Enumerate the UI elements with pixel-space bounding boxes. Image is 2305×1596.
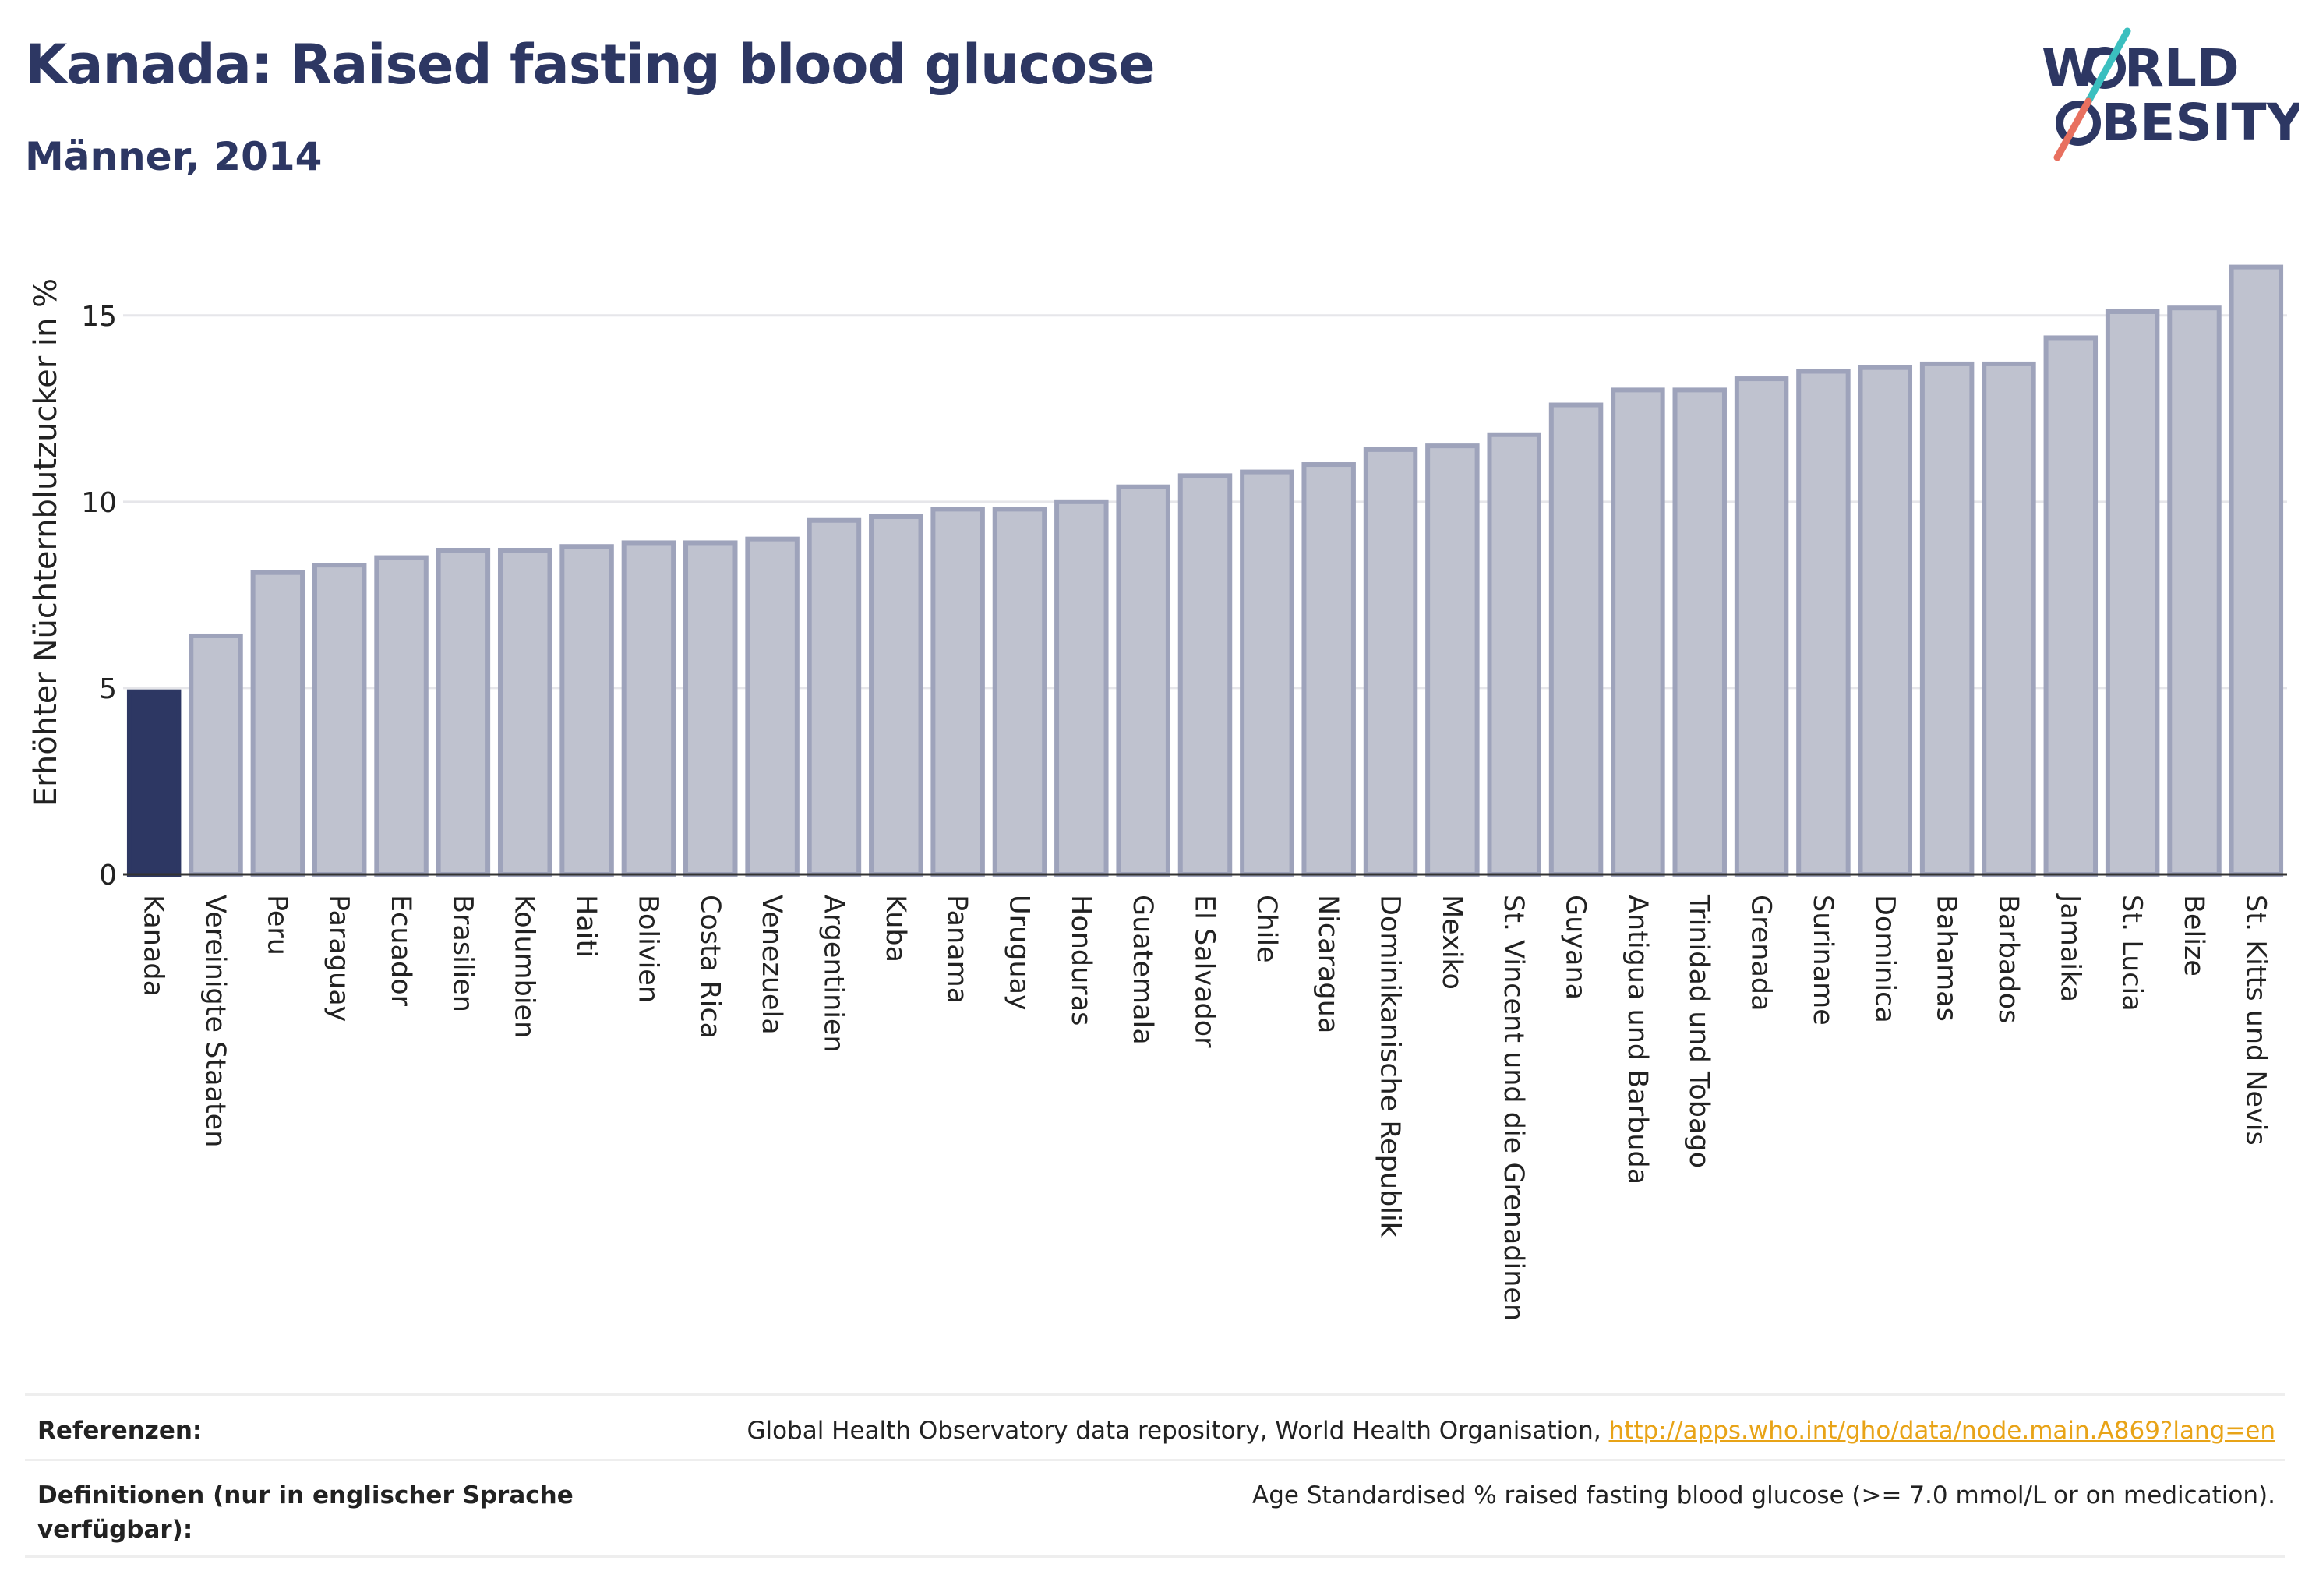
x-tick-label: El Salvador: [1189, 895, 1220, 1048]
x-tick-label: Mexiko: [1436, 895, 1467, 990]
x-tick-label: Dominikanische Republik: [1375, 895, 1406, 1238]
x-tick-label: Guatemala: [1127, 895, 1158, 1045]
bar-bolivien: [621, 540, 676, 877]
world-obesity-logo: W RLD BESITY: [2042, 27, 2299, 161]
footer-divider-bottom: [25, 1555, 2285, 1558]
x-tick-label: Uruguay: [1003, 895, 1034, 1011]
bar-suriname: [1796, 369, 1851, 877]
svg-text:RLD: RLD: [2124, 38, 2240, 98]
bar-paraguay: [312, 563, 367, 877]
bar-bahamas: [1919, 361, 1975, 877]
bar-guatemala: [1116, 484, 1170, 877]
bar-dominica: [1858, 365, 1913, 877]
chart-title: Kanada: Raised fasting blood glucose: [25, 33, 1156, 97]
references-link[interactable]: http://apps.who.int/gho/data/node.main.A…: [1608, 1417, 2275, 1445]
x-tick-label: Panama: [941, 895, 972, 1004]
bar-grenada: [1734, 376, 1789, 877]
bar-vereinigte-staaten: [189, 633, 243, 877]
x-tick-label: St. Lucia: [2116, 895, 2148, 1012]
x-tick-label: Costa Rica: [694, 895, 725, 1039]
bar-dominikanische-republik: [1363, 447, 1418, 877]
x-tick-label: Peru: [261, 895, 292, 955]
definitions-label: Definitionen (nur in englischer Sprache …: [37, 1481, 574, 1544]
bars: [126, 264, 2284, 877]
bar-honduras: [1054, 499, 1109, 877]
y-tick-label: 5: [99, 673, 117, 705]
bar-uruguay: [992, 507, 1047, 877]
x-tick-label: Barbados: [1993, 895, 2024, 1023]
y-tick-label: 15: [81, 301, 117, 333]
y-axis-label: Erhöhter Nüchternblutzucker in %: [28, 278, 64, 807]
bar-venezuela: [745, 536, 800, 877]
x-tick-label: Bahamas: [1931, 895, 1962, 1022]
bar-kuba: [869, 514, 923, 877]
footer-divider-top: [25, 1393, 2285, 1396]
x-tick-label: Honduras: [1065, 895, 1096, 1026]
x-tick-labels: Kanada Vereinigte Staaten Peru Paraguay Ecua…: [138, 893, 2271, 1321]
x-tick-label: Haiti: [570, 895, 602, 958]
svg-text:BESITY: BESITY: [2101, 93, 2299, 153]
bar-el-salvador: [1177, 473, 1233, 877]
x-tick-label: Kolumbien: [509, 895, 540, 1038]
bar-ecuador: [374, 555, 429, 877]
bar-nicaragua: [1301, 462, 1356, 877]
bar-kolumbien: [497, 548, 552, 877]
references-value: Global Health Observatory data repositor…: [747, 1414, 2275, 1448]
bar-peru: [250, 570, 305, 877]
bar-chile: [1240, 469, 1294, 877]
references-text: Global Health Observatory data repositor…: [747, 1417, 1609, 1445]
x-tick-label: Venezuela: [756, 895, 787, 1035]
x-tick-label: Ecuador: [385, 895, 416, 1007]
bar-st-lucia: [2105, 309, 2160, 877]
bar-st-vincent-und-die-grenadinen: [1487, 432, 1541, 877]
y-tick-label: 0: [99, 860, 117, 892]
x-tick-label: Argentinien: [817, 895, 849, 1053]
bar-costa-rica: [683, 540, 738, 877]
y-tick-labels: 0 5 10 15: [81, 301, 117, 892]
x-tick-label: Vereinigte Staaten: [199, 895, 231, 1147]
bar-antigua-und-barbuda: [1611, 387, 1665, 877]
footer-divider-middle: [25, 1459, 2285, 1461]
x-tick-label: Brasilien: [447, 895, 478, 1012]
x-tick-label: Trinidad und Tobago: [1683, 894, 1714, 1168]
y-tick-label: 10: [81, 487, 117, 519]
chart-subtitle: Männer, 2014: [25, 134, 323, 179]
x-tick-label: Grenada: [1746, 895, 1777, 1012]
references-label: Referenzen:: [37, 1417, 203, 1445]
x-tick-label: Nicaragua: [1312, 895, 1343, 1033]
x-tick-label: Suriname: [1807, 895, 1838, 1026]
bar-belize: [2167, 305, 2222, 877]
x-tick-label: St. Vincent und die Grenadinen: [1498, 895, 1529, 1321]
bar-chart: 0 5 10 15 Kanada Vereinigte Staaten Peru Parag…: [28, 264, 2287, 1321]
x-tick-label: St. Kitts und Nevis: [2240, 895, 2271, 1146]
x-tick-label: Dominica: [1869, 895, 1900, 1023]
x-tick-label: Kuba: [880, 895, 911, 962]
x-tick-label: Paraguay: [323, 895, 355, 1022]
definitions-value: Age Standardised % raised fasting blood …: [1252, 1481, 2275, 1509]
bar-guyana: [1548, 402, 1604, 877]
bar-panama: [930, 507, 985, 877]
x-tick-label: Jamaika: [2054, 893, 2085, 1002]
bar-barbados: [1982, 361, 2036, 877]
x-tick-label: Chile: [1251, 895, 1282, 963]
bar-brasilien: [436, 548, 491, 877]
x-tick-label: Guyana: [1560, 895, 1591, 1000]
bar-st-kitts-und-nevis: [2229, 264, 2284, 877]
bar-jamaika: [2043, 335, 2099, 877]
x-tick-label: Antigua und Barbuda: [1622, 895, 1653, 1185]
x-tick-label: Belize: [2178, 895, 2209, 976]
bar-trinidad-und-tobago: [1672, 387, 1727, 877]
bar-haiti: [559, 544, 614, 877]
x-tick-label: Bolivien: [632, 895, 663, 1003]
bar-kanada: [126, 689, 182, 877]
x-tick-label: Kanada: [138, 895, 169, 997]
bar-mexiko: [1425, 443, 1480, 877]
bar-argentinien: [807, 517, 862, 877]
